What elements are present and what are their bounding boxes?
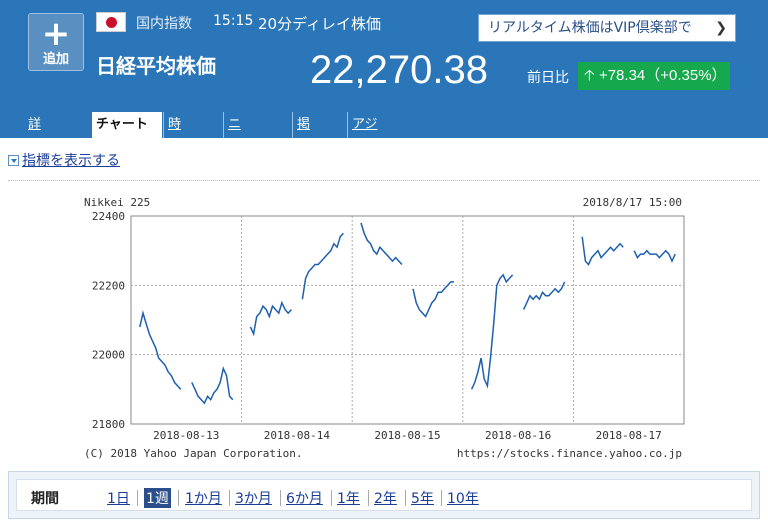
vip-link-label: リアルタイム株価はVIP倶楽部で: [488, 20, 692, 36]
current-price: 22,270.38: [310, 48, 488, 92]
show-indicators-label: 指標を表示する: [22, 153, 120, 169]
period-1y[interactable]: 1年: [337, 491, 360, 507]
x-tick-label: 2018-08-16: [485, 429, 551, 442]
period-bar: 期間 1日 1週 1か月 3か月 6か月 1年 2年 5年 10年: [8, 471, 760, 519]
period-1w[interactable]: 1週: [144, 488, 171, 508]
y-tick-label: 22000: [92, 349, 125, 362]
tab-details[interactable]: 詳細情報: [28, 117, 42, 207]
show-indicators-link[interactable]: 指標を表示する: [8, 150, 120, 170]
vip-realtime-link[interactable]: リアルタイム株価はVIP倶楽部で ❯: [478, 14, 736, 42]
tab-board[interactable]: 掲示板: [292, 112, 314, 182]
tab-asia-indices[interactable]: アジア・オセアニアの指数: [347, 112, 382, 257]
price-line-segment: [633, 249, 676, 263]
price-line-segment: [522, 281, 566, 310]
price-line-segment: [581, 236, 624, 266]
y-tick-label: 21800: [92, 418, 125, 431]
change-badge: 🡡 +78.34（+0.35%）: [578, 62, 730, 90]
chart-source: https://stocks.finance.yahoo.co.jp: [457, 447, 682, 460]
period-1m[interactable]: 1か月: [185, 491, 222, 507]
chart-timestamp: 2018/8/17 15:00: [583, 196, 682, 209]
arrow-up-icon: 🡡: [584, 67, 595, 84]
japan-flag-icon: [96, 12, 126, 32]
y-tick-label: 22400: [92, 210, 125, 223]
change-label: 前日比: [527, 70, 569, 86]
divider: [8, 180, 760, 181]
period-6m[interactable]: 6か月: [286, 491, 323, 507]
period-5y[interactable]: 5年: [411, 491, 434, 507]
change-value: +78.34（+0.35%）: [598, 67, 727, 84]
price-line-segment: [412, 281, 454, 318]
period-1d[interactable]: 1日: [107, 491, 130, 507]
period-label: 期間: [31, 491, 59, 507]
x-tick-label: 2018-08-15: [374, 429, 440, 442]
x-tick-label: 2018-08-13: [153, 429, 219, 442]
tab-history[interactable]: 時系列: [163, 112, 185, 182]
y-tick-label: 22200: [92, 279, 125, 292]
chart-copyright: (C) 2018 Yahoo Japan Corporation.: [84, 447, 303, 460]
market-category: 国内指数: [136, 16, 192, 32]
tab-news[interactable]: ニュース: [223, 112, 245, 207]
chart-title: Nikkei 225: [84, 196, 150, 209]
price-line-segment: [360, 222, 403, 266]
index-name: 日経平均株価: [96, 54, 216, 78]
price-line-segment: [470, 273, 514, 390]
period-selector: 期間 1日 1週 1か月 3か月 6か月 1年 2年 5年 10年: [16, 479, 752, 511]
x-tick-label: 2018-08-14: [264, 429, 331, 442]
period-10y[interactable]: 10年: [447, 491, 479, 507]
x-tick-label: 2018-08-17: [596, 429, 662, 442]
quote-time: 15:15: [213, 13, 254, 29]
plus-icon: +: [41, 14, 71, 54]
price-chart: Nikkei 225 2018/8/17 15:00 (C) 2018 Yaho…: [84, 196, 685, 460]
chevron-right-icon: ❯: [715, 20, 727, 36]
add-button-label: 追加: [42, 52, 69, 67]
price-line-segment: [139, 310, 182, 390]
add-to-portfolio-button[interactable]: + 追加: [28, 13, 84, 71]
quote-header: + 追加 国内指数 15:15 20分ディレイ株価 リアルタイム株価はVIP倶楽…: [0, 0, 768, 257]
delay-note: 20分ディレイ株価: [258, 15, 382, 33]
period-3m[interactable]: 3か月: [235, 491, 272, 507]
price-line-segment: [249, 300, 292, 337]
period-2y[interactable]: 2年: [374, 491, 397, 507]
price-line-segment: [301, 232, 344, 300]
tab-chart[interactable]: チャート: [92, 112, 162, 138]
expand-icon: [8, 155, 19, 166]
plot-frame: [130, 215, 685, 425]
price-line-segment: [191, 366, 234, 405]
